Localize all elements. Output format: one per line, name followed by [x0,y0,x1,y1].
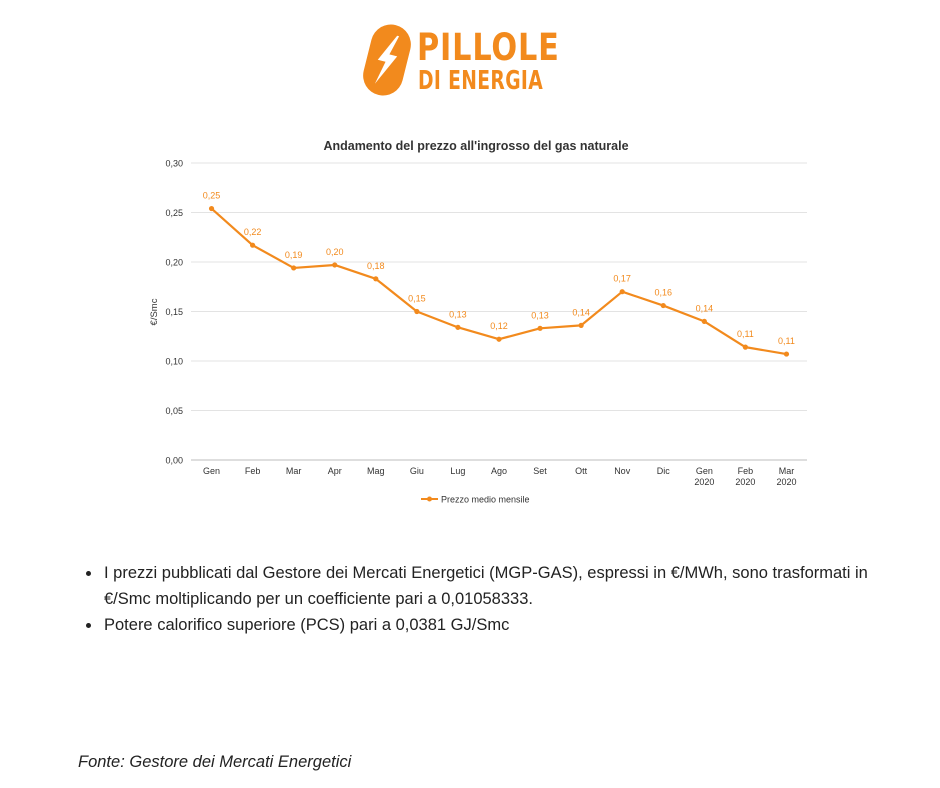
x-tick-label: Apr [328,466,342,476]
data-point [619,289,625,295]
data-point [496,336,502,342]
series-line [210,207,787,356]
y-tick-label: 0,25 [165,208,183,218]
data-point [578,322,584,328]
price-line-chart: Andamento del prezzo all'ingrosso del ga… [149,139,807,505]
x-tick-label: Mar [286,466,302,476]
note-item: Potere calorifico superiore (PCS) pari a… [84,612,874,638]
data-point [332,262,338,268]
data-label: 0,14 [572,307,590,317]
x-tick-label: Nov [614,466,631,476]
x-tick-label: Mag [367,466,385,476]
data-point [537,325,543,331]
chart-title: Andamento del prezzo all'ingrosso del ga… [323,139,628,153]
data-label: 0,14 [696,303,714,313]
data-label: 0,18 [367,261,385,271]
data-point [783,351,790,357]
x-tick-label: Set [533,466,547,476]
data-label: 0,13 [531,310,549,320]
y-tick-label: 0,00 [165,456,183,466]
data-label: 0,15 [408,294,426,304]
source-note: Fonte: Gestore dei Mercati Energetici [78,753,352,771]
legend-marker [427,496,432,502]
x-tick-label: 2020 [776,477,796,487]
x-tick-label: Dic [657,466,670,476]
data-point [291,265,297,271]
data-label: 0,11 [737,329,754,339]
data-label: 0,11 [778,336,795,346]
notes-list: I prezzi pubblicati dal Gestore dei Merc… [84,560,874,638]
data-point [208,205,215,212]
data-point [373,276,379,282]
y-tick-label: 0,15 [165,307,183,317]
y-tick-label: 0,30 [165,159,183,169]
data-point [660,302,666,309]
data-label: 0,22 [244,227,262,237]
x-tick-label: 2020 [694,477,714,487]
y-axis-label: €/Smc [149,298,160,325]
brand-name-line2: DI ENERGIA [418,66,544,96]
data-point [701,318,707,324]
y-tick-label: 0,05 [165,406,183,416]
legend-label: Prezzo medio mensile [441,495,530,505]
data-label: 0,19 [285,250,303,260]
x-tick-label: Lug [450,466,465,476]
x-tick-label: Feb [245,466,261,476]
data-label: 0,13 [449,309,467,319]
data-label: 0,16 [655,288,673,298]
x-tick-label: Feb [738,466,754,476]
x-tick-label: Mar [779,466,795,476]
y-tick-label: 0,20 [165,258,183,268]
data-label: 0,25 [203,191,221,201]
brand-name-line1: PILLOLE [417,26,560,69]
lightning-bolt-icon [363,24,411,96]
x-tick-label: Gen [203,466,220,476]
data-label: 0,17 [613,274,631,284]
note-item: I prezzi pubblicati dal Gestore dei Merc… [84,560,874,612]
x-tick-label: 2020 [735,477,755,487]
x-tick-label: Ott [575,466,588,476]
data-point [455,324,461,330]
x-tick-label: Giu [410,466,424,476]
brand-logo: PILLOLE DI ENERGIA [362,22,559,100]
x-tick-label: Gen [696,466,713,476]
data-point [414,308,420,315]
x-tick-label: Ago [491,466,507,476]
data-point [742,344,749,350]
y-tick-label: 0,10 [165,357,183,367]
data-point [250,242,256,248]
data-label: 0,12 [490,321,508,331]
data-label: 0,20 [326,247,344,257]
